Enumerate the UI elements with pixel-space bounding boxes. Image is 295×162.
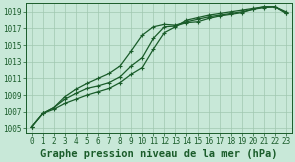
X-axis label: Graphe pression niveau de la mer (hPa): Graphe pression niveau de la mer (hPa) [40, 149, 278, 159]
